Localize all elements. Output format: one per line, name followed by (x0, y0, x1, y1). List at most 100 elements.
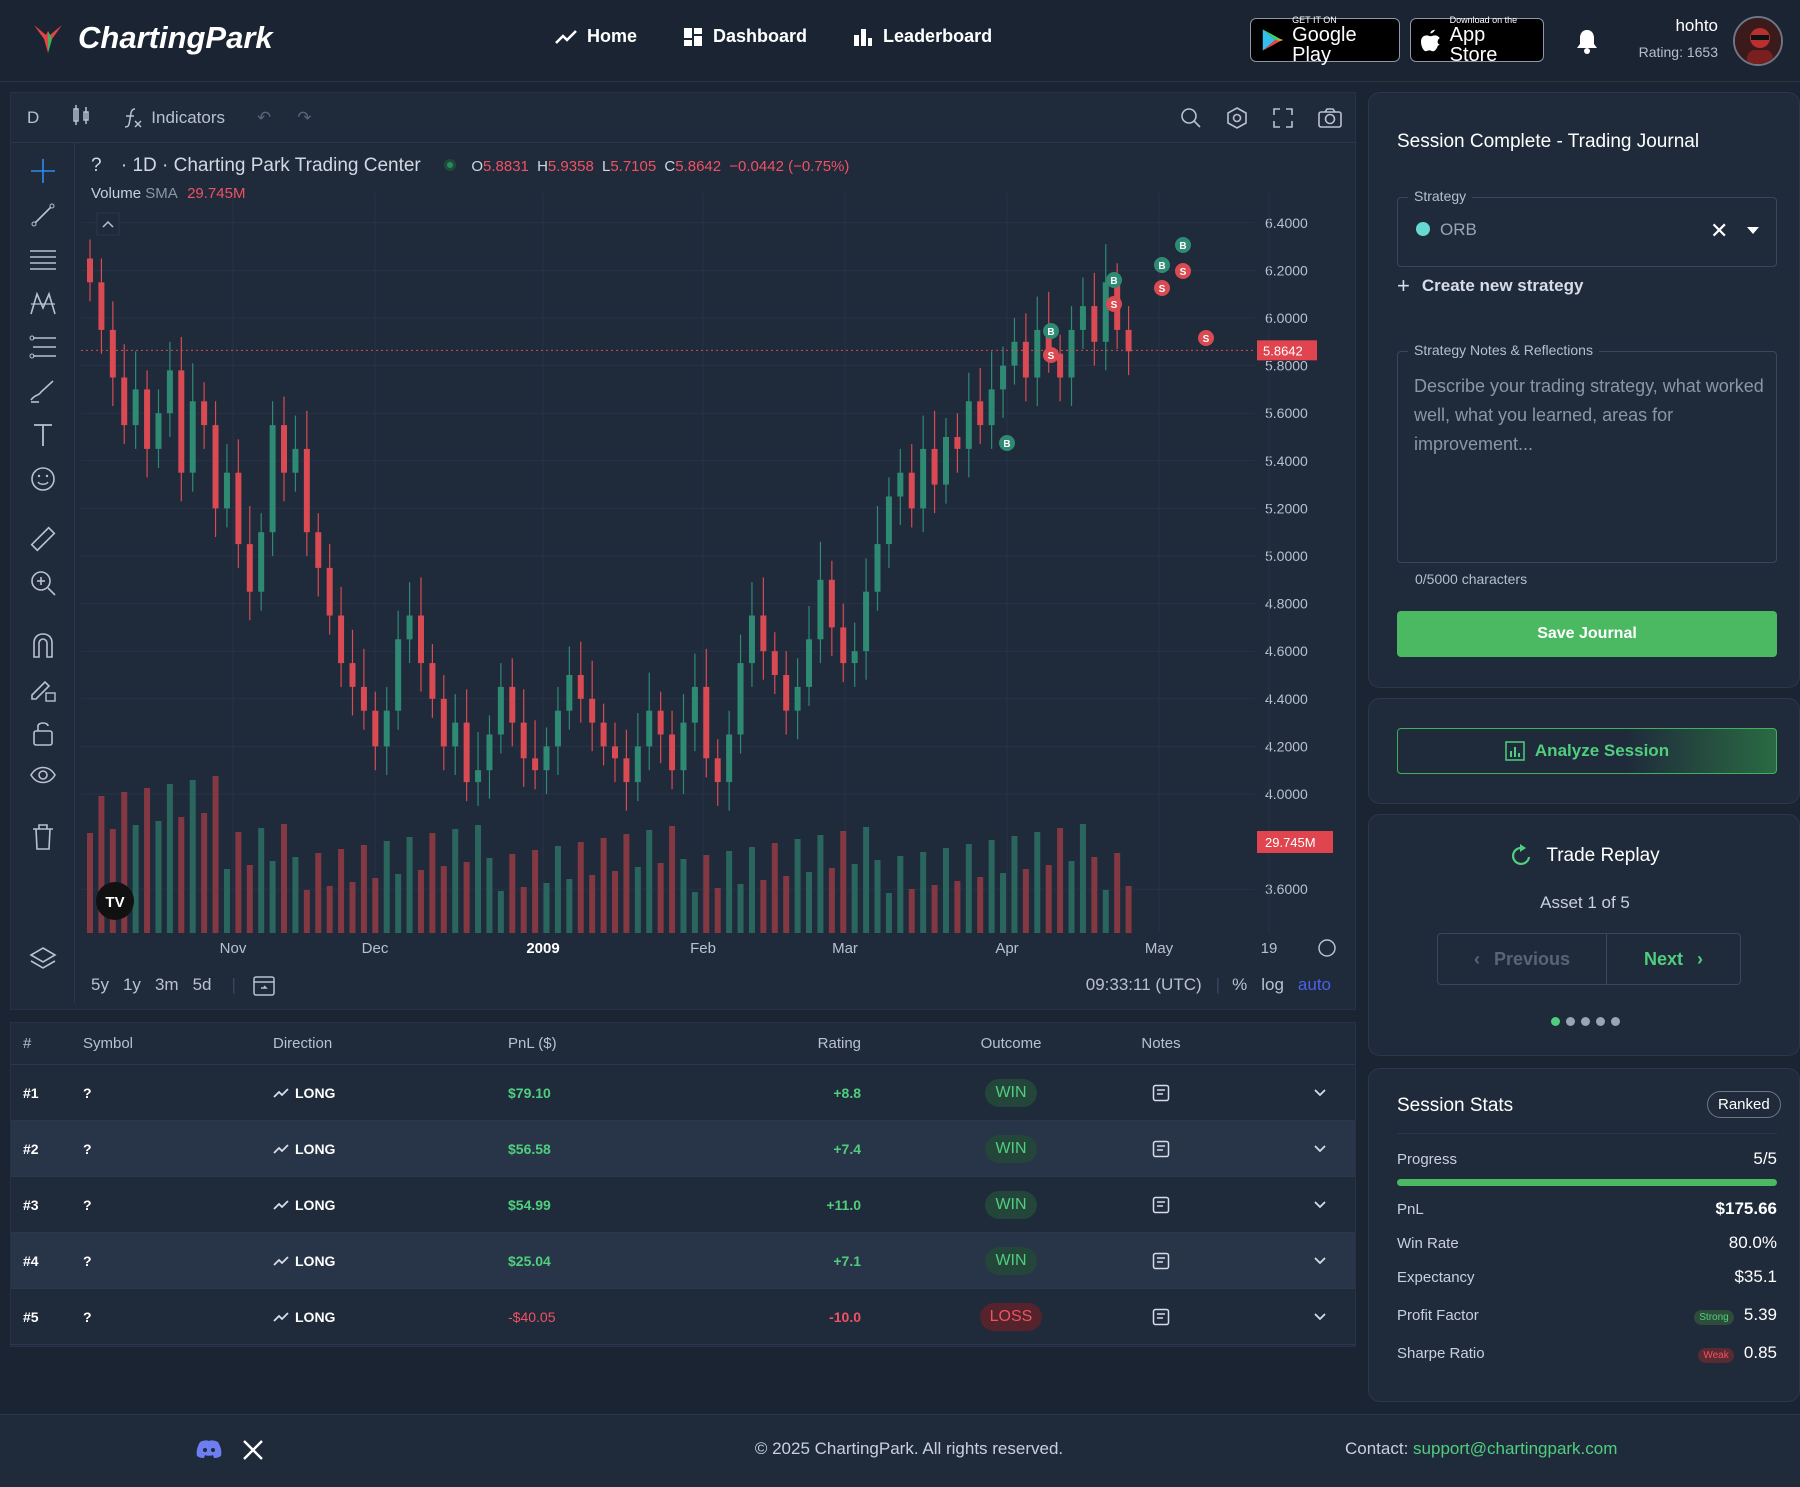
lock-drawing-icon[interactable] (27, 673, 59, 705)
fullscreen-icon[interactable] (1271, 106, 1295, 130)
range-3m[interactable]: 3m (154, 975, 179, 994)
redo-icon[interactable]: ↷ (297, 107, 312, 127)
journal-title: Session Complete - Trading Journal (1397, 131, 1700, 152)
x-tick-label: May (1145, 940, 1174, 957)
range-5d[interactable]: 5d (192, 975, 212, 994)
user-info[interactable]: hohto Rating: 1653 (1639, 16, 1718, 60)
expand-row-button[interactable] (1221, 1088, 1341, 1098)
emoji-icon[interactable] (27, 463, 59, 495)
col-symbol: Symbol (83, 1035, 134, 1052)
x-tick-label: Feb (690, 940, 716, 957)
table-row[interactable]: #2 ? LONG $56.58 +7.4 WIN (11, 1121, 1355, 1177)
expand-row-button[interactable] (1221, 1200, 1341, 1210)
y-tick-label: 5.0000 (1265, 548, 1308, 564)
notes-button[interactable] (1101, 1308, 1221, 1326)
x-twitter-icon[interactable] (242, 1439, 264, 1461)
table-row[interactable]: #4 ? LONG $25.04 +7.1 WIN (11, 1233, 1355, 1289)
nav-home[interactable]: Home (555, 26, 637, 47)
volume-bar (246, 865, 253, 933)
camera-icon[interactable] (1317, 106, 1343, 130)
clear-strategy-icon[interactable]: ✕ (1710, 218, 1729, 243)
marker-label: B (1047, 327, 1054, 338)
volume-bar (817, 835, 824, 933)
interval-selector[interactable]: D (27, 107, 40, 127)
nav-dashboard[interactable]: Dashboard (683, 26, 807, 47)
table-row[interactable]: #3 ? LONG $54.99 +11.0 WIN (11, 1177, 1355, 1233)
range-5y[interactable]: 5y (91, 975, 109, 994)
nav-leaderboard[interactable]: Leaderboard (853, 26, 992, 47)
brush-icon[interactable] (27, 375, 59, 407)
unlock-icon[interactable] (27, 717, 59, 749)
bell-icon (1577, 30, 1597, 54)
trash-icon[interactable] (27, 821, 59, 853)
app-store-badge[interactable]: Download on the App Store (1410, 15, 1544, 65)
volume-bar (258, 828, 265, 933)
quick-search-icon[interactable] (1179, 106, 1203, 130)
contact-email[interactable]: support@chartingpark.com (1413, 1439, 1618, 1458)
horizontal-lines-icon[interactable] (27, 243, 59, 275)
table-row[interactable]: #5 ? LONG -$40.05 -10.0 LOSS (11, 1289, 1355, 1345)
page-dot[interactable] (1610, 1017, 1620, 1026)
page-dot[interactable] (1565, 1017, 1575, 1026)
candle-style-icon[interactable] (71, 104, 91, 131)
y-tick-label: 5.2000 (1265, 500, 1308, 516)
text-icon[interactable] (27, 419, 59, 451)
trend-line-icon[interactable] (27, 199, 59, 231)
expand-row-button[interactable] (1221, 1256, 1341, 1266)
price-chart[interactable]: 6.4000 6.2000 6.0000 5.8000 5.6000 5.4000 5.20… (75, 143, 1357, 963)
expand-row-button[interactable] (1221, 1312, 1341, 1322)
log-toggle[interactable]: log (1261, 975, 1284, 994)
marker-label: B (1158, 261, 1165, 272)
candle-body (429, 663, 436, 699)
save-journal-button[interactable]: Save Journal (1397, 611, 1777, 657)
magnet-icon[interactable] (27, 629, 59, 661)
trend-up-icon (273, 1087, 289, 1098)
crosshair-icon[interactable] (27, 155, 59, 187)
page-dot-active[interactable] (1550, 1017, 1560, 1026)
eye-icon[interactable] (27, 761, 59, 793)
volume-bar (109, 829, 116, 933)
range-1y[interactable]: 1y (122, 975, 141, 994)
notes-textarea[interactable]: Strategy Notes & Reflections Describe yo… (1397, 342, 1777, 563)
avatar[interactable] (1733, 16, 1783, 66)
percent-toggle[interactable]: % (1232, 975, 1248, 994)
create-strategy-label: Create new strategy (1421, 276, 1584, 295)
candle-body (771, 651, 778, 675)
goto-date-icon[interactable] (252, 973, 276, 997)
zoom-in-icon[interactable] (27, 567, 59, 599)
indicators-button[interactable]: Indicators (123, 107, 225, 129)
expand-row-button[interactable] (1221, 1144, 1341, 1154)
previous-button[interactable]: ‹ Previous (1437, 933, 1607, 985)
volume-bar (532, 850, 539, 933)
google-play-icon (1262, 29, 1284, 51)
analyze-session-button[interactable]: Analyze Session (1397, 728, 1777, 774)
chevron-down-icon[interactable] (1746, 222, 1760, 240)
page-dot[interactable] (1580, 1017, 1590, 1026)
y-tick-label: 5.4000 (1265, 453, 1308, 469)
google-play-badge[interactable]: GET IT ON Google Play (1250, 15, 1400, 65)
volume-bar (417, 870, 424, 933)
notes-button[interactable] (1101, 1196, 1221, 1214)
marker-label: S (1111, 300, 1118, 311)
volume-label: Volume (91, 185, 142, 202)
notes-button[interactable] (1101, 1084, 1221, 1102)
discord-icon[interactable] (196, 1439, 222, 1459)
fib-icon[interactable] (27, 331, 59, 363)
strategy-select[interactable]: Strategy ORB ✕ (1397, 188, 1777, 267)
row-pnl: $79.10 (508, 1084, 551, 1101)
next-button[interactable]: Next › (1607, 933, 1741, 985)
page-dot[interactable] (1595, 1017, 1605, 1026)
ruler-icon[interactable] (27, 523, 59, 555)
create-strategy-button[interactable]: + Create new strategy (1397, 273, 1583, 299)
layers-icon[interactable] (27, 943, 59, 975)
table-row[interactable]: #1 ? LONG $79.10 +8.8 WIN (11, 1065, 1355, 1121)
notes-button[interactable] (1101, 1140, 1221, 1158)
undo-icon[interactable]: ↶ (256, 107, 272, 127)
brand-logo[interactable]: ChartingPark (30, 20, 273, 56)
volume-bar (589, 875, 596, 933)
notifications-button[interactable] (1576, 28, 1598, 59)
auto-toggle[interactable]: auto (1297, 975, 1331, 994)
notes-button[interactable] (1101, 1252, 1221, 1270)
settings-icon[interactable] (1225, 106, 1249, 130)
pattern-icon[interactable] (27, 287, 59, 319)
